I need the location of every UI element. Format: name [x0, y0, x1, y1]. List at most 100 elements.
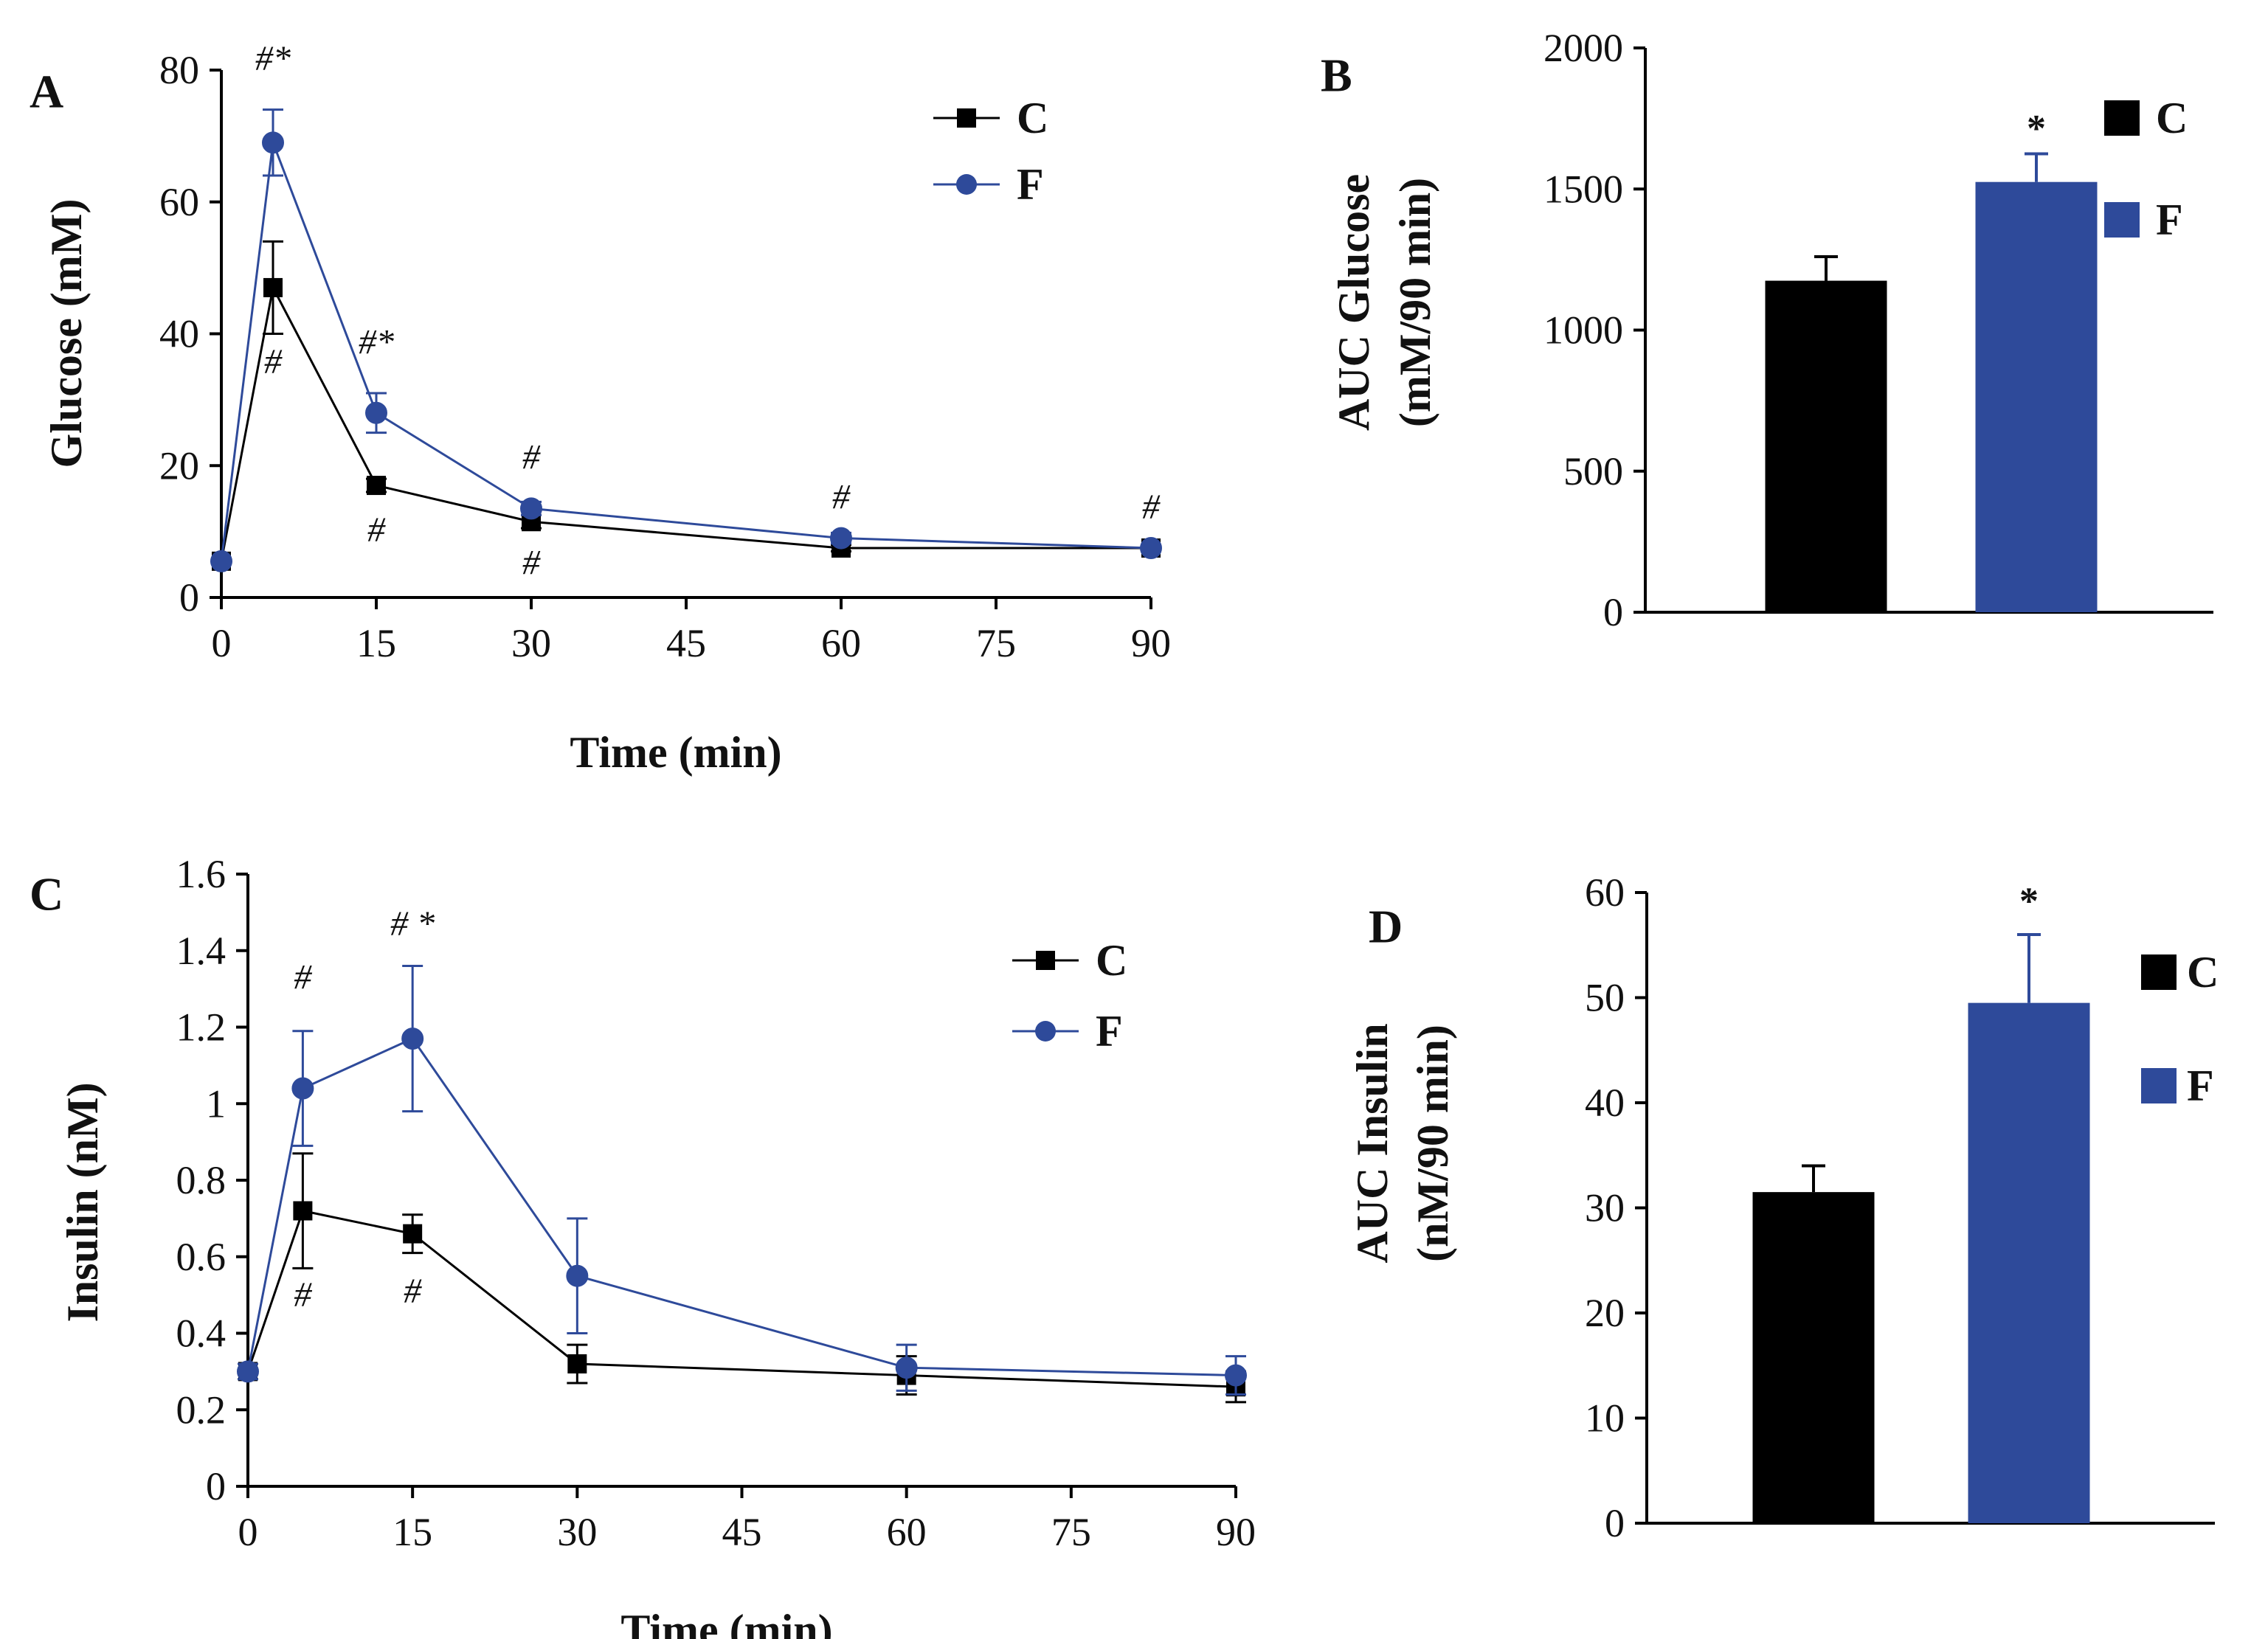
significance-mark: #* — [359, 322, 394, 361]
x-tick-label: 90 — [1216, 1510, 1256, 1554]
y-axis-title: AUC Glucose — [1330, 174, 1378, 431]
legend-label-f: F — [1017, 160, 1044, 209]
data-point-f — [830, 527, 852, 550]
x-axis-title: Time (min) — [620, 1606, 832, 1639]
x-tick-label: 75 — [1051, 1510, 1091, 1554]
x-tick-label: 15 — [393, 1510, 432, 1554]
y-tick-label: 0 — [179, 575, 199, 620]
series-c-line — [246, 1209, 1237, 1388]
significance-mark: # — [367, 510, 386, 550]
y-axis-title: AUC Insulin — [1348, 1023, 1397, 1263]
legend-swatch-f — [2141, 1068, 2177, 1103]
y-tick-label: 40 — [1585, 1081, 1625, 1125]
data-point-f — [520, 497, 542, 520]
data-point-f — [1140, 536, 1162, 559]
data-point-f — [1225, 1364, 1247, 1387]
y-axis-title: Insulin (nM) — [58, 1082, 107, 1322]
significance-mark: #* — [255, 39, 291, 78]
legend-label-c: C — [1096, 936, 1127, 985]
legend-swatch-c — [2141, 954, 2177, 990]
y-tick-label: 500 — [1563, 449, 1623, 493]
x-tick-label: 75 — [976, 621, 1016, 665]
data-point-c — [567, 1354, 587, 1373]
y-tick-label: 0.6 — [176, 1235, 227, 1279]
significance-mark: # — [294, 1275, 312, 1314]
significance-mark: # — [294, 958, 312, 997]
bar-c — [1765, 280, 1887, 612]
legend-label-c: C — [2156, 94, 2188, 142]
panel-d-auc-insulin-bar-chart: D 0 10 20 30 40 50 60 AUC Insulin (nM/90 min) * C F — [1348, 870, 2219, 1545]
y-tick-label: 0 — [206, 1464, 226, 1508]
y-tick-label: 0.2 — [176, 1387, 227, 1432]
data-point-f — [262, 131, 284, 154]
y-axis-title-units: (mM/90 min) — [1391, 178, 1439, 427]
x-tick-label: 30 — [511, 621, 551, 665]
y-tick-label: 0.8 — [176, 1158, 227, 1202]
y-tick-label: 0 — [1605, 1501, 1625, 1545]
legend-swatch-c — [2104, 100, 2140, 136]
legend-label-c: C — [1017, 94, 1048, 142]
bar-c — [1752, 1192, 1875, 1523]
significance-mark: # — [522, 438, 541, 477]
series-f-line — [220, 142, 1152, 562]
significance-mark: # — [522, 544, 541, 583]
series-f-line — [246, 1037, 1237, 1377]
y-axis-title-units: (nM/90 min) — [1408, 1025, 1457, 1262]
y-tick-label: 1.4 — [176, 929, 227, 973]
y-tick-label: 0.4 — [176, 1311, 227, 1356]
data-point-c — [293, 1201, 313, 1221]
data-point-f — [291, 1077, 314, 1100]
data-point-f — [401, 1028, 424, 1050]
data-point-f — [566, 1264, 589, 1287]
data-point-c — [367, 476, 386, 496]
y-tick-label: 80 — [159, 48, 199, 92]
y-tick-label: 1500 — [1543, 167, 1623, 211]
data-point-f — [237, 1360, 259, 1383]
y-axis-title: Glucose (mM) — [42, 199, 91, 468]
y-tick-label: 20 — [1585, 1291, 1625, 1335]
legend-marker-c — [1036, 951, 1055, 970]
data-point-f — [895, 1356, 918, 1379]
legend-marker-c — [957, 108, 976, 128]
panel-letter: D — [1369, 901, 1403, 953]
legend-label-c: C — [2187, 948, 2219, 997]
significance-mark: # — [264, 342, 283, 381]
x-tick-label: 15 — [356, 621, 396, 665]
x-tick-label: 45 — [722, 1510, 762, 1554]
data-point-f — [365, 401, 387, 424]
panel-letter: B — [1321, 49, 1352, 102]
y-tick-label: 20 — [159, 443, 199, 488]
legend-label-f: F — [2187, 1061, 2214, 1110]
data-point-c — [403, 1224, 423, 1244]
x-axis-title: Time (min) — [570, 728, 781, 777]
y-tick-label: 60 — [159, 180, 199, 224]
y-tick-label: 1000 — [1543, 308, 1623, 353]
data-point-c — [263, 277, 283, 297]
y-tick-label: 1 — [206, 1081, 226, 1126]
significance-star: * — [2027, 108, 2046, 150]
legend-label-f: F — [2156, 195, 2183, 244]
bar-f — [1968, 1002, 2090, 1523]
legend-marker-f — [956, 174, 977, 195]
x-tick-label: 45 — [666, 621, 706, 665]
y-tick-label: 30 — [1585, 1186, 1625, 1230]
y-tick-label: 50 — [1585, 976, 1625, 1020]
x-tick-label: 0 — [238, 1510, 258, 1554]
y-tick-label: 10 — [1585, 1396, 1625, 1441]
panel-letter: A — [30, 66, 63, 118]
data-point-f — [210, 550, 232, 572]
y-tick-label: 1.2 — [176, 1005, 227, 1050]
legend-marker-f — [1035, 1021, 1056, 1042]
y-tick-label: 0 — [1603, 590, 1623, 634]
significance-star: * — [2019, 881, 2039, 923]
legend-label-f: F — [1096, 1007, 1123, 1056]
x-tick-label: 60 — [887, 1510, 927, 1554]
y-tick-label: 60 — [1585, 870, 1625, 915]
panel-letter: C — [30, 868, 63, 921]
significance-mark: # * — [390, 904, 435, 943]
y-tick-label: 2000 — [1543, 26, 1623, 70]
x-tick-label: 90 — [1131, 621, 1171, 665]
x-tick-label: 0 — [212, 621, 232, 665]
y-tick-label: 40 — [159, 312, 199, 356]
